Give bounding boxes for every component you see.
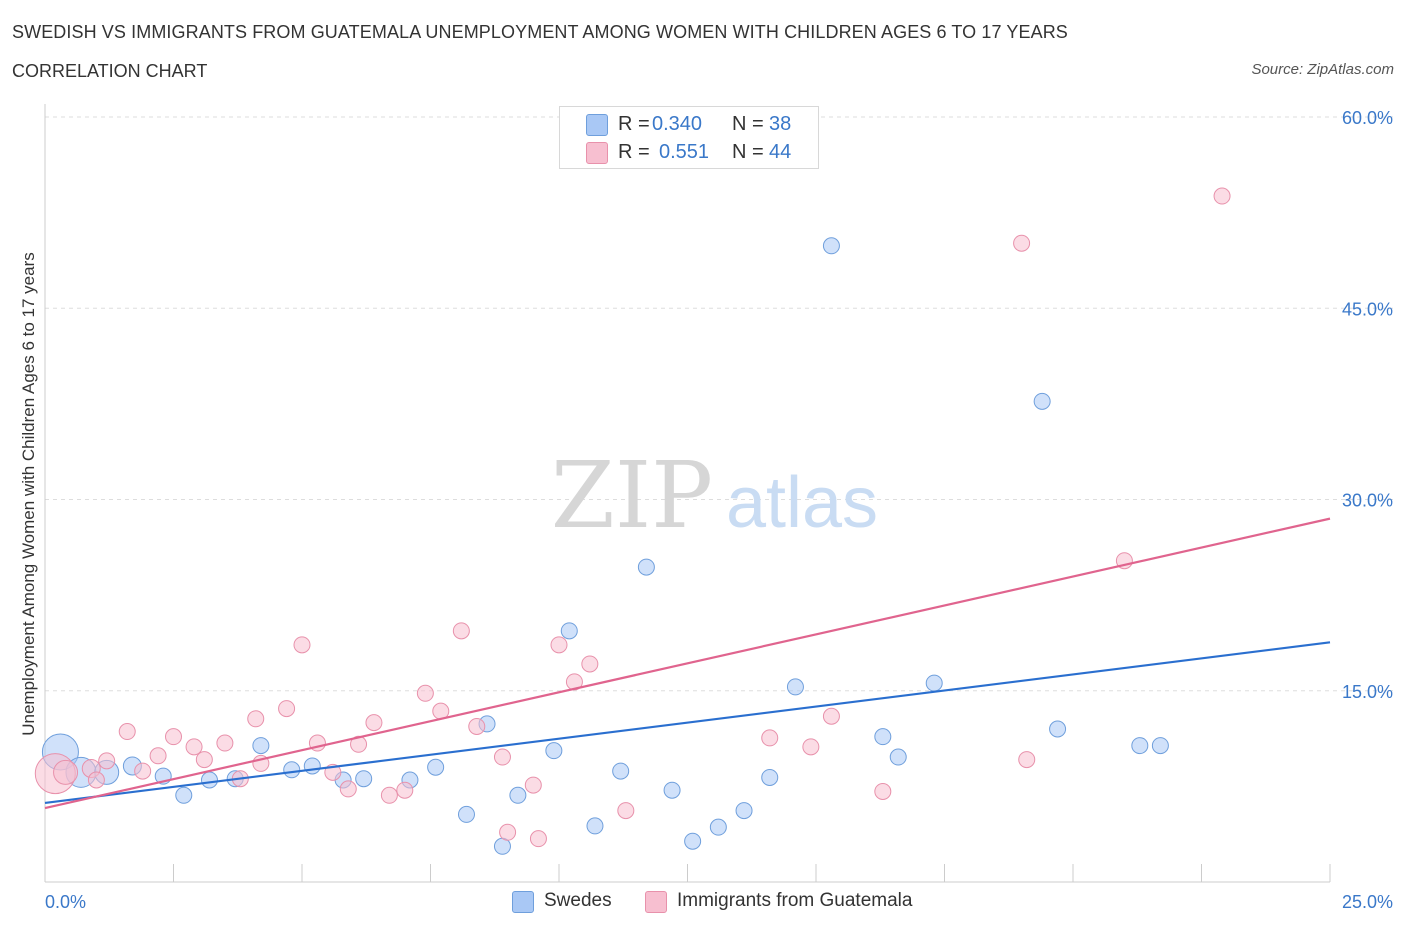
data-point: [761, 729, 779, 747]
data-point: [761, 768, 779, 786]
data-point: [53, 759, 79, 785]
data-point: [195, 751, 213, 769]
y-tick-label: 15.0%: [1342, 682, 1393, 702]
guatemala-legend-swatch: [645, 891, 667, 913]
data-point: [889, 748, 907, 766]
data-point: [802, 738, 820, 756]
data-point: [1033, 392, 1051, 410]
grid-lines: [45, 116, 1395, 692]
data-point: [247, 710, 265, 728]
data-point: [457, 805, 475, 823]
data-point: [1131, 737, 1149, 755]
data-point: [98, 752, 116, 770]
data-point: [278, 700, 296, 718]
n-value: 38: [769, 113, 792, 135]
swedes-swatch: [586, 114, 608, 136]
data-point: [637, 558, 655, 576]
r-value: 0.551: [659, 141, 710, 163]
data-point: [355, 770, 373, 788]
data-point: [427, 758, 445, 776]
watermark-atlas: atlas: [726, 463, 878, 543]
series-guatemala: [34, 187, 1231, 848]
data-point: [1049, 720, 1067, 738]
data-point: [365, 714, 383, 732]
data-point: [925, 674, 943, 692]
y-tick-label: 30.0%: [1342, 491, 1393, 511]
data-point: [87, 771, 105, 789]
data-point: [185, 738, 203, 756]
data-point: [735, 802, 753, 820]
data-point: [468, 717, 486, 735]
data-point: [1151, 737, 1169, 755]
data-point: [396, 781, 414, 799]
data-point: [550, 636, 568, 654]
x-tick-label: 25.0%: [1342, 892, 1393, 912]
data-point: [200, 771, 218, 789]
data-point: [499, 823, 517, 841]
chart-title: SWEDISH VS IMMIGRANTS FROM GUATEMALA UNE…: [12, 22, 1068, 42]
data-point: [822, 237, 840, 255]
r-label: R =: [618, 113, 650, 135]
data-point: [283, 761, 301, 779]
source-label: Source: ZipAtlas.com: [1251, 61, 1394, 78]
data-point: [874, 728, 892, 746]
data-point: [216, 734, 234, 752]
r-value: 0.340: [652, 113, 703, 135]
data-point: [709, 818, 727, 836]
data-point: [874, 782, 892, 800]
data-point: [524, 776, 542, 794]
guatemala-swatch: [586, 142, 608, 164]
data-point: [786, 678, 804, 696]
data-point: [134, 762, 152, 780]
data-point: [1018, 751, 1036, 769]
data-point: [339, 780, 357, 798]
data-points: [34, 187, 1231, 855]
trend-line: [44, 517, 1331, 810]
n-value: 44: [769, 141, 792, 163]
watermark: ZIP atlas: [551, 442, 878, 549]
data-point: [586, 817, 604, 835]
data-point: [165, 728, 182, 746]
data-point: [303, 757, 321, 775]
data-point: [684, 832, 702, 850]
guatemala-legend-label: Immigrants from Guatemala: [677, 890, 913, 911]
data-point: [612, 762, 630, 780]
data-point: [452, 622, 470, 640]
data-point: [416, 684, 434, 702]
y-tick-label: 60.0%: [1342, 108, 1393, 128]
trend-lines: [44, 517, 1331, 810]
data-point: [617, 802, 635, 820]
data-point: [663, 781, 681, 799]
swedes-legend-label: Swedes: [544, 890, 612, 911]
data-point: [380, 786, 398, 804]
data-point: [509, 786, 527, 804]
data-point: [1213, 187, 1231, 205]
data-point: [175, 786, 193, 804]
data-point: [149, 747, 167, 765]
stats-legend: R = 0.340 N = 38 R = 0.551 N = 44: [559, 106, 819, 169]
data-point: [529, 830, 547, 848]
trend-line: [44, 641, 1331, 805]
data-point: [118, 723, 136, 741]
r-label: R =: [618, 141, 650, 163]
x-tick-label: 0.0%: [45, 892, 86, 912]
tick-labels: 15.0% 30.0% 45.0% 60.0% 0.0% 25.0%: [45, 108, 1393, 912]
data-point: [350, 735, 368, 753]
data-point: [493, 748, 511, 766]
y-tick-label: 45.0%: [1342, 299, 1393, 319]
data-point: [545, 742, 563, 760]
n-label: N =: [732, 113, 764, 135]
chart-subtitle: CORRELATION CHART: [12, 61, 208, 81]
swedes-legend-swatch: [512, 891, 534, 913]
data-point: [822, 707, 840, 725]
data-point: [1013, 234, 1031, 252]
data-point: [581, 655, 599, 673]
data-point: [560, 622, 578, 640]
data-point: [293, 636, 311, 654]
data-point: [252, 737, 270, 755]
n-label: N =: [732, 141, 764, 163]
watermark-zip: ZIP: [551, 442, 713, 549]
